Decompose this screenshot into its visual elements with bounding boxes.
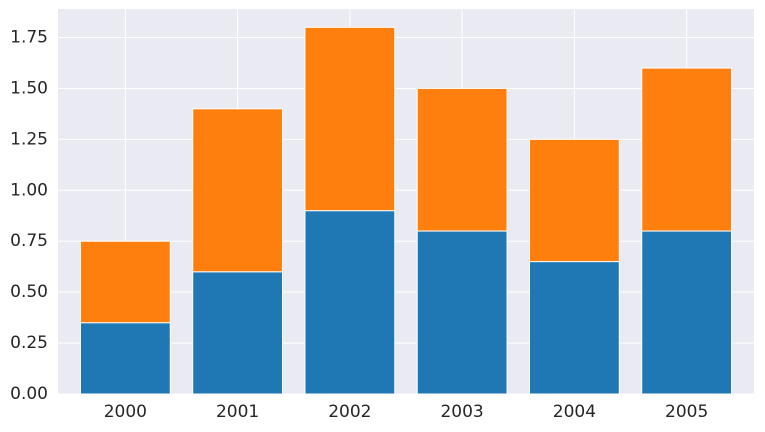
bars — [79, 26, 733, 395]
y-tick-label: 1.75 — [10, 28, 48, 48]
x-tick-label: 2005 — [665, 402, 708, 422]
bar-2000-segment-1 — [79, 322, 171, 395]
x-tick-label: 2003 — [440, 402, 483, 422]
y-tick-label: 0.25 — [10, 333, 48, 353]
x-tick-label: 2000 — [104, 402, 147, 422]
y-tick-label: 0.75 — [10, 231, 48, 251]
x-tick-label: 2001 — [216, 402, 259, 422]
plot-background — [58, 9, 754, 394]
bar-2002-segment-2 — [304, 26, 396, 212]
y-tick-label: 0.00 — [10, 384, 48, 404]
bar-2002-segment-1 — [304, 210, 396, 395]
bar-2003-segment-2 — [416, 87, 508, 232]
y-tick-label: 1.25 — [10, 129, 48, 149]
x-axis-tick-labels: 2000 2001 2002 2003 2004 2005 — [104, 402, 709, 422]
y-tick-label: 0.50 — [10, 282, 48, 302]
bar-2003-segment-1 — [416, 230, 508, 395]
bar-2004-segment-2 — [528, 138, 620, 263]
y-tick-label: 1.00 — [10, 180, 48, 200]
x-tick-label: 2002 — [328, 402, 371, 422]
bar-2005-segment-2 — [641, 67, 733, 232]
y-axis-tick-labels: 0.00 0.25 0.50 0.75 1.00 1.25 1.50 1.75 — [10, 28, 48, 404]
bar-2001-segment-1 — [192, 271, 284, 395]
x-tick-label: 2004 — [553, 402, 596, 422]
bar-2000-segment-2 — [79, 240, 171, 324]
bar-2004-segment-1 — [528, 261, 620, 395]
y-tick-label: 1.50 — [10, 78, 48, 98]
bar-2005-segment-1 — [641, 230, 733, 395]
bar-2001-segment-2 — [192, 108, 284, 273]
